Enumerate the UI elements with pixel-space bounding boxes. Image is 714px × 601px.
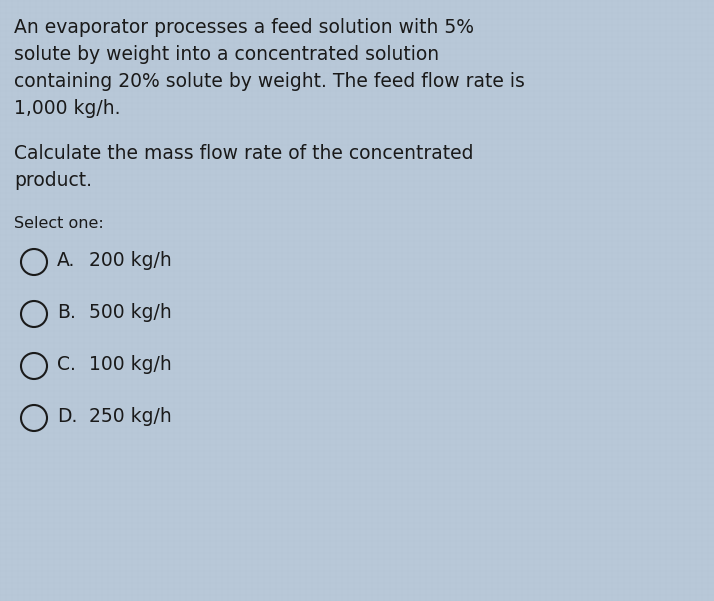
Text: D.: D. [57,406,77,426]
Text: 200 kg/h: 200 kg/h [89,251,172,269]
Text: An evaporator processes a feed solution with 5%: An evaporator processes a feed solution … [14,18,474,37]
Text: 100 kg/h: 100 kg/h [89,355,172,373]
Text: 1,000 kg/h.: 1,000 kg/h. [14,99,121,118]
Text: C.: C. [57,355,76,373]
Text: 500 kg/h: 500 kg/h [89,302,172,322]
Text: containing 20% solute by weight. The feed flow rate is: containing 20% solute by weight. The fee… [14,72,525,91]
Text: Calculate the mass flow rate of the concentrated: Calculate the mass flow rate of the conc… [14,144,473,163]
Text: solute by weight into a concentrated solution: solute by weight into a concentrated sol… [14,45,439,64]
Text: A.: A. [57,251,76,269]
Text: 250 kg/h: 250 kg/h [89,406,172,426]
Text: product.: product. [14,171,92,190]
Text: Select one:: Select one: [14,216,104,231]
Text: B.: B. [57,302,76,322]
